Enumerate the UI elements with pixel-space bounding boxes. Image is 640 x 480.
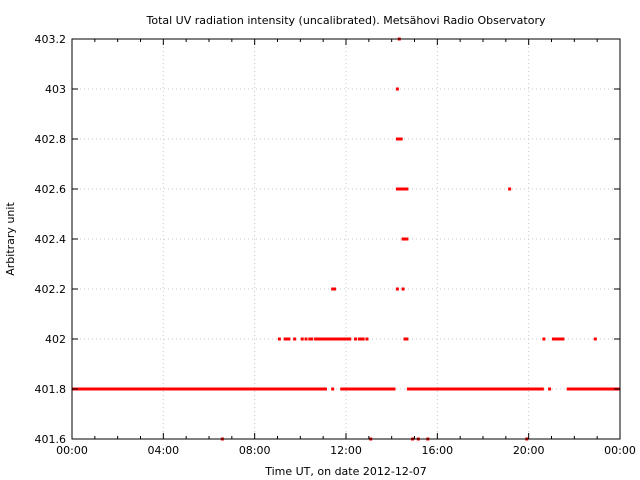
data-point	[399, 137, 403, 141]
data-point	[559, 337, 563, 341]
data-point	[321, 337, 325, 341]
ticks-layer: 00:00 04:00 08:00 12:00 16:00 20:00 00:00401.6…	[35, 33, 636, 457]
x-tick-label: 16:00	[421, 444, 453, 457]
data-point	[397, 187, 401, 191]
data-point	[395, 137, 399, 141]
data-point	[401, 237, 405, 241]
data-point	[314, 337, 318, 341]
y-tick-label: 403.2	[35, 33, 67, 46]
data-point	[405, 237, 409, 241]
data-point	[405, 187, 409, 191]
data-point	[399, 187, 403, 191]
data-point	[287, 337, 291, 341]
data-point	[317, 337, 321, 341]
data-point	[403, 237, 407, 241]
data-point	[357, 337, 361, 341]
y-tick-label: 402.4	[35, 233, 67, 246]
data-point	[397, 137, 401, 141]
data-point	[346, 337, 350, 341]
data-point	[285, 337, 289, 341]
x-tick-label: 00:00	[56, 444, 88, 457]
data-point	[336, 337, 340, 341]
grid-layer	[72, 39, 620, 439]
data-point	[331, 387, 335, 391]
x-tick-label: 04:00	[147, 444, 179, 457]
data-point	[304, 337, 308, 341]
data-point	[300, 337, 304, 341]
data-point	[344, 337, 348, 341]
data-point	[334, 337, 338, 341]
data-point	[331, 287, 335, 291]
y-tick-label: 402.2	[35, 283, 67, 296]
data-point	[325, 337, 329, 341]
data-point	[401, 287, 405, 291]
data-point	[329, 337, 333, 341]
data-point	[327, 337, 331, 341]
data-point	[319, 337, 323, 341]
data-point	[395, 187, 399, 191]
data-point	[308, 337, 312, 341]
data-point	[323, 337, 327, 341]
x-tick-label: 00:00	[604, 444, 636, 457]
data-point	[359, 337, 363, 341]
y-tick-label: 403	[45, 83, 66, 96]
data-point	[331, 337, 335, 341]
data-point	[333, 337, 337, 341]
data-point	[365, 337, 369, 341]
y-tick-label: 402.6	[35, 183, 67, 196]
y-tick-label: 402	[45, 333, 66, 346]
data-point	[395, 87, 399, 91]
data-point	[361, 337, 365, 341]
data-point	[551, 337, 555, 341]
data-point	[340, 337, 344, 341]
data-point	[548, 387, 552, 391]
data-points-layer	[72, 37, 620, 441]
data-point	[561, 337, 565, 341]
data-point	[508, 187, 512, 191]
data-point	[342, 337, 346, 341]
data-point	[542, 337, 546, 341]
data-point	[401, 187, 405, 191]
x-tick-label: 12:00	[330, 444, 362, 457]
data-point	[315, 337, 319, 341]
data-point	[354, 337, 358, 341]
data-point	[310, 337, 314, 341]
x-tick-label: 20:00	[513, 444, 545, 457]
data-point	[553, 337, 557, 341]
data-point	[333, 287, 337, 291]
data-point	[555, 337, 559, 341]
data-point	[593, 337, 597, 341]
data-point	[293, 337, 297, 341]
data-point	[403, 337, 407, 341]
y-tick-label: 401.8	[35, 383, 67, 396]
y-tick-label: 402.8	[35, 133, 67, 146]
y-tick-label: 401.6	[35, 433, 67, 446]
y-axis-label: Arbitrary unit	[4, 202, 17, 276]
x-axis-label: Time UT, on date 2012-12-07	[264, 465, 427, 478]
data-point	[283, 337, 287, 341]
data-point	[405, 337, 409, 341]
data-point	[277, 337, 281, 341]
data-point	[403, 187, 407, 191]
data-point	[395, 287, 399, 291]
data-point	[338, 337, 342, 341]
chart-title: Total UV radiation intensity (uncalibrat…	[146, 14, 546, 27]
x-tick-label: 08:00	[239, 444, 271, 457]
data-point	[348, 337, 352, 341]
data-point	[557, 337, 561, 341]
